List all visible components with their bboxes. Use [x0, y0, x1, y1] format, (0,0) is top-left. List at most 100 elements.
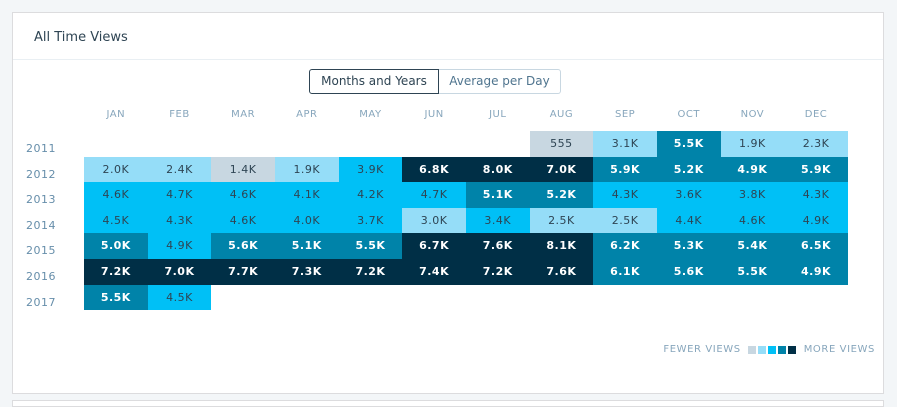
heatmap-cell[interactable]: 5.0K [84, 233, 148, 259]
heatmap-cell-empty [784, 285, 848, 311]
heatmap-cell[interactable]: 5.5K [338, 233, 403, 259]
month-headers: JAN FEB MAR APR MAY JUN JUL AUG SEP OCT NOV DEC [84, 109, 848, 120]
heatmap-cell[interactable]: 7.0K [529, 156, 594, 183]
heatmap-cell[interactable]: 3.1K [593, 131, 657, 157]
heatmap-cell[interactable]: 7.3K [274, 258, 339, 285]
heatmap-cell[interactable]: 4.6K [211, 207, 275, 234]
heatmap-cell[interactable]: 7.6K [529, 258, 594, 285]
heatmap-cell[interactable]: 7.7K [211, 258, 275, 285]
heatmap-cell[interactable]: 555 [529, 131, 594, 157]
heatmap-cell-empty [339, 131, 403, 157]
heatmap-cell[interactable]: 5.6K [211, 233, 275, 259]
heatmap-cell[interactable]: 4.7K [402, 182, 466, 208]
heatmap-cell[interactable]: 5.1K [465, 182, 530, 208]
heatmap-cell[interactable]: 5.5K [656, 131, 721, 157]
heatmap-cell[interactable]: 4.6K [211, 182, 275, 208]
heatmap-cell[interactable]: 3.9K [338, 156, 403, 183]
legend-swatch-1 [747, 345, 756, 354]
heatmap-cell[interactable]: 4.9K [784, 258, 848, 285]
heatmap-cell-empty [211, 285, 275, 311]
heatmap-cell[interactable]: 2.3K [784, 131, 848, 157]
year-label-2014: 2014 [26, 218, 56, 232]
heatmap-cell-empty [466, 131, 530, 157]
month-header-may: MAY [359, 109, 382, 120]
heatmap-row-2013: 4.6K 4.7K 4.6K 4.1K 4.2K 4.7K 5.1K 5.2K 4.3K 3.6K… [84, 182, 848, 208]
heatmap-cell[interactable]: 6.2K [593, 233, 657, 259]
heatmap-cell-empty [275, 285, 339, 311]
heatmap-cell-empty [593, 285, 657, 311]
heatmap-cell[interactable]: 3.7K [338, 207, 403, 234]
heatmap-cell[interactable]: 2.5K [593, 207, 657, 234]
month-header-aug: AUG [549, 109, 574, 120]
heatmap-cell[interactable]: 2.0K [84, 156, 148, 183]
heatmap-cell[interactable]: 5.1K [274, 233, 339, 259]
heatmap-cell[interactable]: 5.4K [720, 233, 785, 259]
month-header-oct: OCT [677, 109, 700, 120]
heatmap-cell[interactable]: 6.5K [784, 233, 848, 259]
heatmap-cell[interactable]: 6.7K [402, 233, 466, 259]
year-label-2016: 2016 [26, 269, 56, 283]
year-label-2015: 2015 [26, 244, 56, 258]
heatmap-cell[interactable]: 4.9K [784, 207, 848, 234]
heatmap-cell[interactable]: 5.5K [720, 258, 785, 285]
heatmap-cell[interactable]: 7.0K [147, 258, 212, 285]
month-header-dec: DEC [804, 109, 828, 120]
heatmap-cell[interactable]: 5.9K [784, 156, 848, 183]
heatmap-cell[interactable]: 5.9K [593, 156, 657, 183]
heatmap-cell[interactable]: 4.5K [147, 284, 212, 311]
heatmap-cell[interactable]: 6.8K [402, 156, 466, 183]
heatmap-cell[interactable]: 3.8K [720, 182, 785, 208]
month-header-jun: JUN [424, 109, 444, 120]
heatmap-cell[interactable]: 4.3K [784, 182, 848, 208]
heatmap-row-2015: 5.0K 4.9K 5.6K 5.1K 5.5K 6.7K 7.6K 8.1K 6.2K 5.3K… [84, 233, 848, 259]
heatmap-cell[interactable]: 4.2K [338, 182, 403, 208]
heatmap-cell[interactable]: 5.3K [656, 233, 721, 259]
heatmap-cell[interactable]: 3.6K [656, 182, 721, 208]
views-heatmap: JAN FEB MAR APR MAY JUN JUL AUG SEP OCT NOV DEC 555… [84, 109, 848, 311]
heatmap-cell[interactable]: 5.5K [84, 284, 148, 311]
legend-swatch-4 [777, 345, 786, 354]
heatmap-cell[interactable]: 1.9K [274, 156, 339, 183]
heatmap-cell[interactable]: 4.3K [593, 182, 657, 208]
heatmap-cell[interactable]: 7.6K [465, 233, 530, 259]
heatmap-cell[interactable]: 7.2K [465, 258, 530, 285]
heatmap-cell[interactable]: 1.9K [720, 131, 785, 157]
heatmap-cell[interactable]: 4.0K [274, 207, 339, 234]
heatmap-cell[interactable]: 4.3K [147, 207, 212, 234]
heatmap-cell[interactable]: 2.4K [147, 156, 212, 183]
heatmap-cell[interactable]: 6.1K [593, 258, 657, 285]
heatmap-cell-empty [148, 131, 212, 157]
heatmap-cell-empty [402, 285, 466, 311]
heatmap-cell[interactable]: 4.9K [720, 156, 785, 183]
month-header-mar: MAR [231, 109, 256, 120]
heatmap-cell[interactable]: 4.6K [84, 182, 148, 208]
heatmap-cell[interactable]: 5.2K [529, 182, 594, 208]
legend-swatch-3 [767, 345, 776, 354]
heatmap-cell[interactable]: 4.5K [84, 207, 148, 234]
heatmap-cell[interactable]: 4.9K [147, 233, 212, 259]
year-label-2013: 2013 [26, 193, 56, 207]
heatmap-row-2012: 2.0K 2.4K 1.4K 1.9K 3.9K 6.8K 8.0K 7.0K 5.9K 5.2K… [84, 156, 848, 183]
heatmap-cell[interactable]: 3.4K [465, 207, 530, 234]
heatmap-cell[interactable]: 4.1K [274, 182, 339, 208]
heatmap-cell[interactable]: 4.6K [720, 207, 785, 234]
heatmap-cell-empty [530, 285, 594, 311]
heatmap-cell[interactable]: 7.2K [84, 258, 148, 285]
heatmap-cell[interactable]: 5.6K [656, 258, 721, 285]
month-header-feb: FEB [169, 109, 190, 120]
heatmap-cell[interactable]: 4.4K [656, 207, 721, 234]
heatmap-cell[interactable]: 4.7K [147, 182, 212, 208]
heatmap-cell[interactable]: 8.0K [465, 156, 530, 183]
heatmap-cell[interactable]: 7.4K [402, 258, 466, 285]
heatmap-cell[interactable]: 2.5K [529, 207, 594, 234]
heatmap-cell[interactable]: 3.0K [402, 207, 466, 234]
heatmap-row-2016: 7.2K 7.0K 7.7K 7.3K 7.2K 7.4K 7.2K 7.6K 6.1K 5.6K… [84, 258, 848, 285]
heatmap-cell-empty [275, 131, 339, 157]
heatmap-cell[interactable]: 7.2K [338, 258, 403, 285]
heatmap-cell[interactable]: 8.1K [529, 233, 594, 259]
average-per-day-button[interactable]: Average per Day [439, 69, 561, 94]
months-and-years-button[interactable]: Months and Years [309, 69, 439, 94]
heatmap-cell[interactable]: 5.2K [656, 156, 721, 183]
heatmap-cell-empty [84, 131, 148, 157]
heatmap-cell[interactable]: 1.4K [211, 156, 275, 183]
